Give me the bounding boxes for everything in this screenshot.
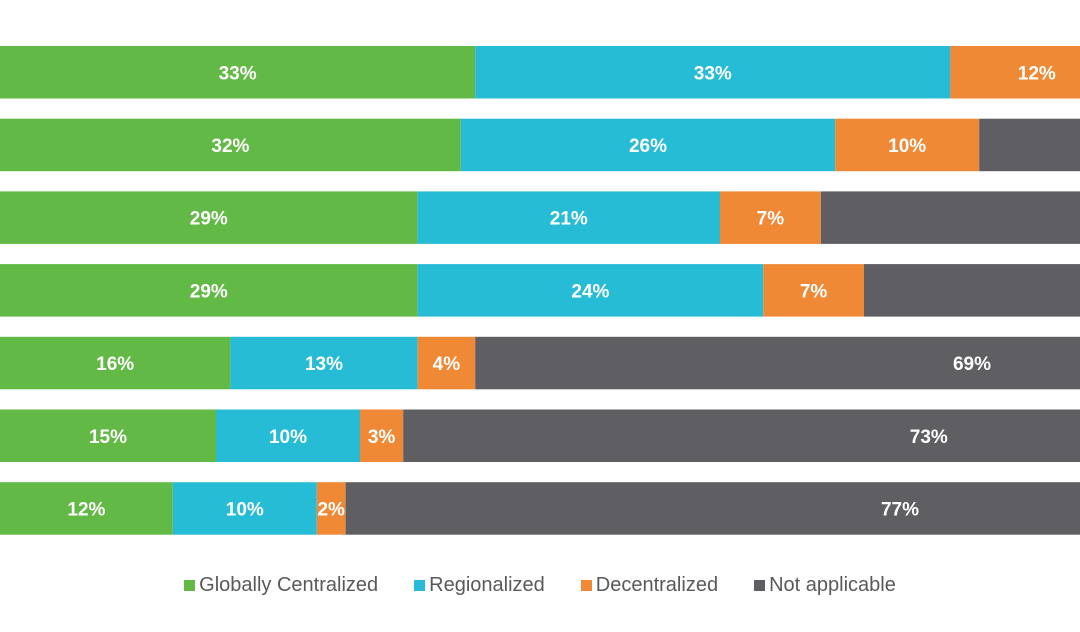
data-label: 26%	[629, 136, 667, 157]
data-label: 3%	[368, 427, 396, 448]
data-label: 10%	[226, 499, 264, 520]
data-label: 13%	[305, 354, 343, 375]
bar-segment-globally-centralized	[0, 46, 476, 99]
data-label: 16%	[96, 354, 134, 375]
legend-label: Not applicable	[769, 574, 896, 596]
bar-segment-decentralized	[950, 46, 1080, 99]
data-label: 2%	[317, 499, 345, 520]
bar-segment-globally-centralized	[0, 264, 418, 317]
bar-segment-regionalized	[417, 264, 764, 317]
legend-item-globally-centralized: Globally Centralized	[184, 574, 378, 597]
bar-segment-not-applicable	[820, 191, 1080, 244]
bar-segment-regionalized	[172, 482, 317, 535]
bar-segment-not-applicable	[979, 118, 1080, 172]
bar-segment-regionalized	[417, 191, 720, 244]
bar-segment-decentralized	[417, 336, 476, 390]
bar-segment-globally-centralized	[0, 336, 231, 390]
data-label: 29%	[190, 281, 228, 302]
bar-segment-globally-centralized	[0, 482, 173, 535]
data-label: 7%	[800, 281, 828, 302]
bar-segment-not-applicable	[403, 409, 1080, 462]
data-label: 12%	[67, 499, 105, 520]
data-label: 33%	[219, 63, 257, 84]
bar-segment-regionalized	[475, 46, 951, 99]
legend-item-regionalized: Regionalized	[414, 574, 545, 597]
bar-segment-decentralized	[316, 482, 346, 535]
data-label: 24%	[571, 281, 609, 302]
bar-segment-decentralized	[763, 264, 864, 317]
data-label: 21%	[550, 209, 588, 230]
data-label: 12%	[1018, 63, 1056, 84]
legend-swatch	[754, 580, 766, 591]
data-label: 69%	[953, 354, 991, 375]
legend: Globally Centralized Regionalized Decent…	[0, 574, 1080, 597]
legend-label: Regionalized	[429, 574, 545, 596]
legend-item-not-applicable: Not applicable	[754, 574, 896, 597]
data-label: 15%	[89, 427, 127, 448]
data-label: 32%	[211, 136, 249, 157]
bar-segment-regionalized	[460, 118, 836, 172]
legend-swatch	[414, 580, 426, 591]
legend-swatch	[580, 580, 592, 591]
data-label: 4%	[433, 354, 461, 375]
bar-segment-globally-centralized	[0, 409, 216, 462]
data-label: 77%	[881, 499, 919, 520]
legend-item-decentralized: Decentralized	[580, 574, 719, 597]
bar-segment-decentralized	[360, 409, 404, 462]
legend-swatch	[184, 580, 196, 591]
bar-segment-not-applicable	[864, 264, 1080, 317]
bar-segment-globally-centralized	[0, 191, 418, 244]
legend-label: Decentralized	[595, 574, 719, 596]
bar-segment-regionalized	[230, 336, 418, 390]
bar-segment-globally-centralized	[0, 118, 461, 172]
data-label: 10%	[269, 427, 307, 448]
bar-segment-not-applicable	[475, 336, 1080, 390]
data-label: 73%	[910, 427, 948, 448]
data-label: 10%	[888, 136, 926, 157]
legend-label: Globally Centralized	[199, 574, 379, 596]
bar-segment-not-applicable	[345, 482, 1080, 535]
bar-segment-decentralized	[835, 118, 980, 172]
bar-segment-decentralized	[720, 191, 821, 244]
bar-segment-regionalized	[216, 409, 360, 462]
data-label: 7%	[757, 209, 785, 230]
data-label: 33%	[694, 63, 732, 84]
data-label: 29%	[190, 209, 228, 230]
